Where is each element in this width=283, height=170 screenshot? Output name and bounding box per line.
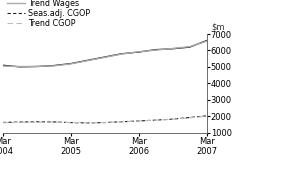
- Legend: Seas.adj. Wages, Trend Wages, Seas.adj. CGOP, Trend CGOP: Seas.adj. Wages, Trend Wages, Seas.adj. …: [7, 0, 94, 28]
- Text: $m: $m: [211, 22, 224, 31]
